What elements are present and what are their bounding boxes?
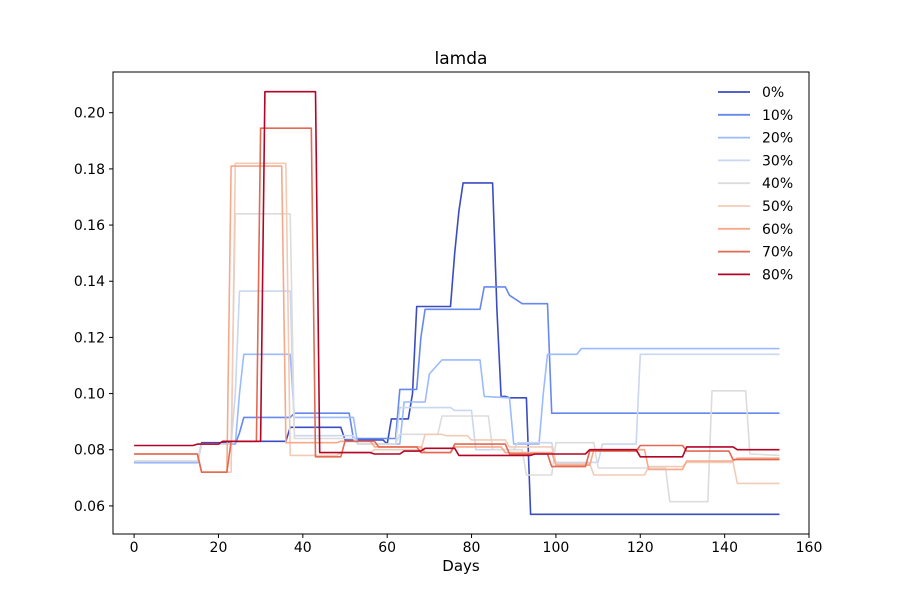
x-tick-label: 100 xyxy=(543,540,570,556)
chart-title: lamda xyxy=(435,49,488,69)
legend-label-7: 70% xyxy=(762,245,793,261)
series-layer xyxy=(134,90,780,516)
y-tick-label: 0.06 xyxy=(74,499,105,515)
legend: 0% 10% 20% 30% 40% 50% 60% 70% 80% xyxy=(718,85,793,283)
series-line-3 xyxy=(134,290,780,464)
legend-label-4: 40% xyxy=(762,176,793,192)
legend-label-0: 0% xyxy=(762,85,784,101)
legend-label-2: 20% xyxy=(762,131,793,147)
legend-label-8: 80% xyxy=(762,267,793,283)
y-tick-label: 0.12 xyxy=(74,330,105,346)
x-tick-label: 80 xyxy=(463,540,481,556)
y-axis: 0.06 0.08 0.10 0.12 0.14 0.16 0.18 0.20 xyxy=(74,106,113,515)
y-tick-label: 0.08 xyxy=(74,443,105,459)
y-tick-label: 0.18 xyxy=(74,162,105,178)
x-tick-label: 140 xyxy=(711,540,738,556)
legend-label-5: 50% xyxy=(762,199,793,215)
y-tick-label: 0.14 xyxy=(74,274,105,290)
legend-label-1: 10% xyxy=(762,108,793,124)
x-axis-title: Days xyxy=(442,557,480,575)
series-line-5 xyxy=(134,162,780,485)
x-axis: 0 20 40 60 80 100 120 140 160 xyxy=(130,534,823,556)
y-tick-label: 0.16 xyxy=(74,218,105,234)
x-tick-label: 60 xyxy=(378,540,396,556)
plot-frame xyxy=(112,71,810,535)
series-line-8 xyxy=(134,90,780,458)
x-tick-label: 160 xyxy=(796,540,823,556)
y-tick-label: 0.10 xyxy=(74,387,105,403)
x-tick-label: 40 xyxy=(294,540,312,556)
y-tick-label: 0.20 xyxy=(74,106,105,122)
series-line-2 xyxy=(134,347,780,464)
legend-label-3: 30% xyxy=(762,153,793,169)
legend-label-6: 60% xyxy=(762,222,793,238)
x-tick-label: 0 xyxy=(130,540,139,556)
x-tick-label: 120 xyxy=(627,540,654,556)
x-tick-label: 20 xyxy=(210,540,228,556)
